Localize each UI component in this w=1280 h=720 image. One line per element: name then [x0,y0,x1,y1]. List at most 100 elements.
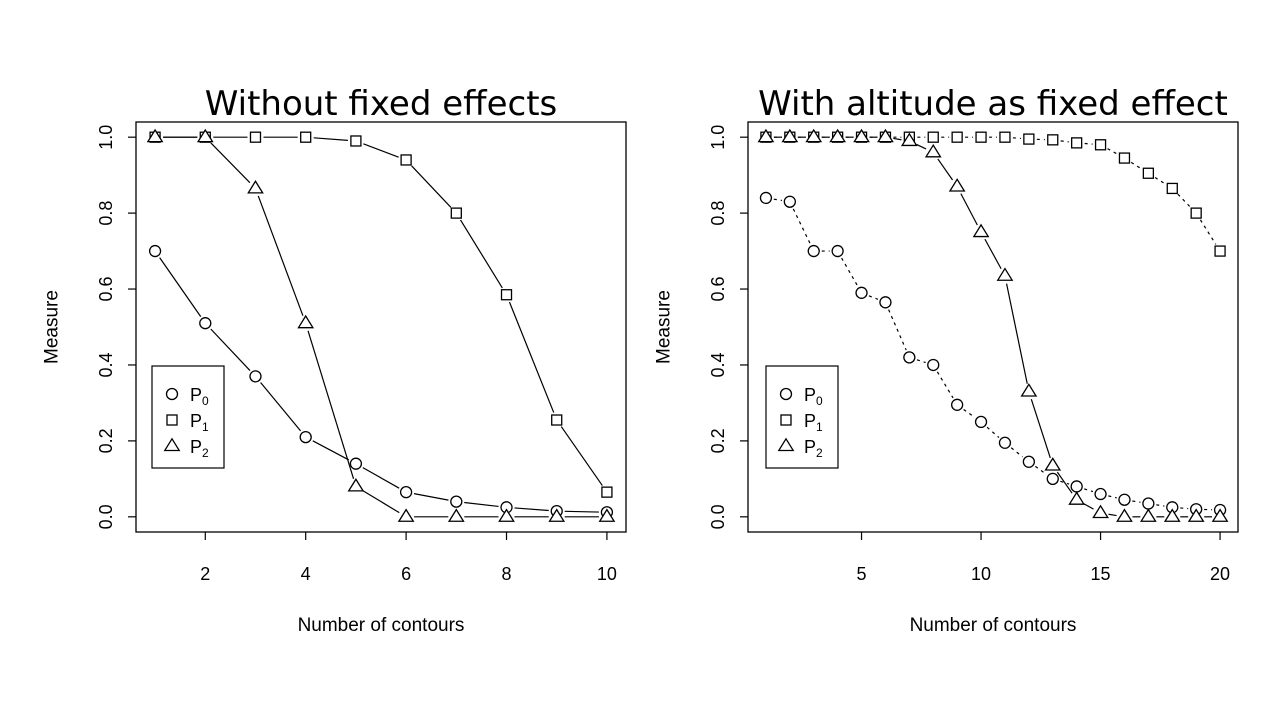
data-point [829,128,846,143]
data-point [400,154,412,166]
data-point [1022,455,1036,468]
data-point [1116,508,1133,522]
legend: P0 P1 P2 [151,365,225,469]
series-line-segment [773,198,783,202]
legend-label: P0 [804,385,823,408]
data-point [951,131,963,143]
series-line-segment [260,382,302,432]
y-axis-label: Measure [42,290,63,364]
series-line-segment [362,467,400,489]
x-tick-label: 5 [857,564,867,584]
data-point [1214,245,1226,257]
series-line-segment [313,137,348,141]
data-point [1023,133,1035,145]
legend-box [151,365,225,469]
data-point [1190,207,1202,219]
y-tick-label: 0.8 [96,201,116,226]
series-line-segment [893,137,902,141]
x-tick-label: 15 [1091,564,1111,584]
series-line-segment [257,195,304,316]
series-line-segment [1156,504,1165,507]
series-line-segment [1030,398,1051,459]
data-point [853,128,870,143]
series-line-segment [1108,495,1117,499]
data-point [498,508,515,522]
legend-marker-square [780,414,792,426]
data-point [1142,497,1155,510]
data-point [247,179,264,194]
data-point [757,128,775,143]
y-tick-label: 0.2 [708,428,728,453]
x-axis-label: Number of contours [298,615,465,636]
series-line-segment [1107,148,1118,155]
series-line-segment [841,257,859,287]
data-point [148,244,162,258]
legend: P0 P1 P2 [765,365,839,469]
data-point [783,195,796,208]
data-point [855,286,868,299]
series-square [760,131,1226,257]
data-point [299,430,312,444]
data-point [601,486,613,498]
data-point [199,317,212,330]
x-tick-label: 8 [502,564,512,584]
series-line-segment [1010,447,1023,458]
series-line-segment [459,219,503,289]
series-line-segment [916,359,926,364]
series-line-segment [888,309,907,351]
data-point [1094,139,1107,151]
y-tick-label: 1.0 [708,125,728,150]
data-point [300,131,312,143]
series-line-segment [1084,142,1093,145]
plot-frame [135,121,627,533]
series-line-segment [564,510,599,513]
data-point [759,191,773,205]
data-point [1211,508,1229,522]
y-tick-label: 0.6 [96,277,116,302]
legend-marker-square [166,414,178,426]
series-line-segment [210,142,251,184]
x-tick-label: 20 [1210,564,1230,584]
series-line-segment [963,408,975,418]
y-tick-label: 0.4 [708,352,728,377]
series-line-segment [363,143,399,158]
data-point [1020,383,1038,397]
series-line-segment [307,330,355,479]
legend-marker-circle [779,387,793,401]
series-line-segment [560,426,603,486]
data-point [950,398,964,411]
series-line-segment [916,143,927,150]
data-point [1142,167,1155,179]
series-line-segment [1012,137,1021,140]
data-point [347,478,365,492]
y-tick-label: 0.6 [708,277,728,302]
series-line-segment [312,440,350,461]
data-point [349,457,363,470]
data-point [399,485,413,499]
series-line-segment [1199,219,1217,245]
x-tick-label: 10 [971,564,991,584]
series-line-segment [1154,177,1166,185]
x-tick-label: 6 [401,564,411,584]
y-tick-label: 0.0 [708,504,728,529]
series-line-segment [868,295,879,300]
data-point [900,132,918,147]
series-line-segment [210,328,251,371]
data-point [948,178,966,192]
legend-label: P2 [804,437,823,460]
data-point [879,296,892,309]
data-point [1118,493,1131,506]
x-axis-label: Number of contours [910,615,1077,636]
data-point [1163,508,1181,522]
data-point [972,223,990,238]
data-point [927,131,939,143]
data-point [146,128,164,143]
data-point [781,128,799,143]
legend-marker-triangle [777,437,795,452]
series-line-segment [411,165,452,208]
series-line-segment [937,158,954,181]
data-point [974,415,988,429]
data-point [1046,472,1059,486]
legend-label: P2 [190,437,209,460]
